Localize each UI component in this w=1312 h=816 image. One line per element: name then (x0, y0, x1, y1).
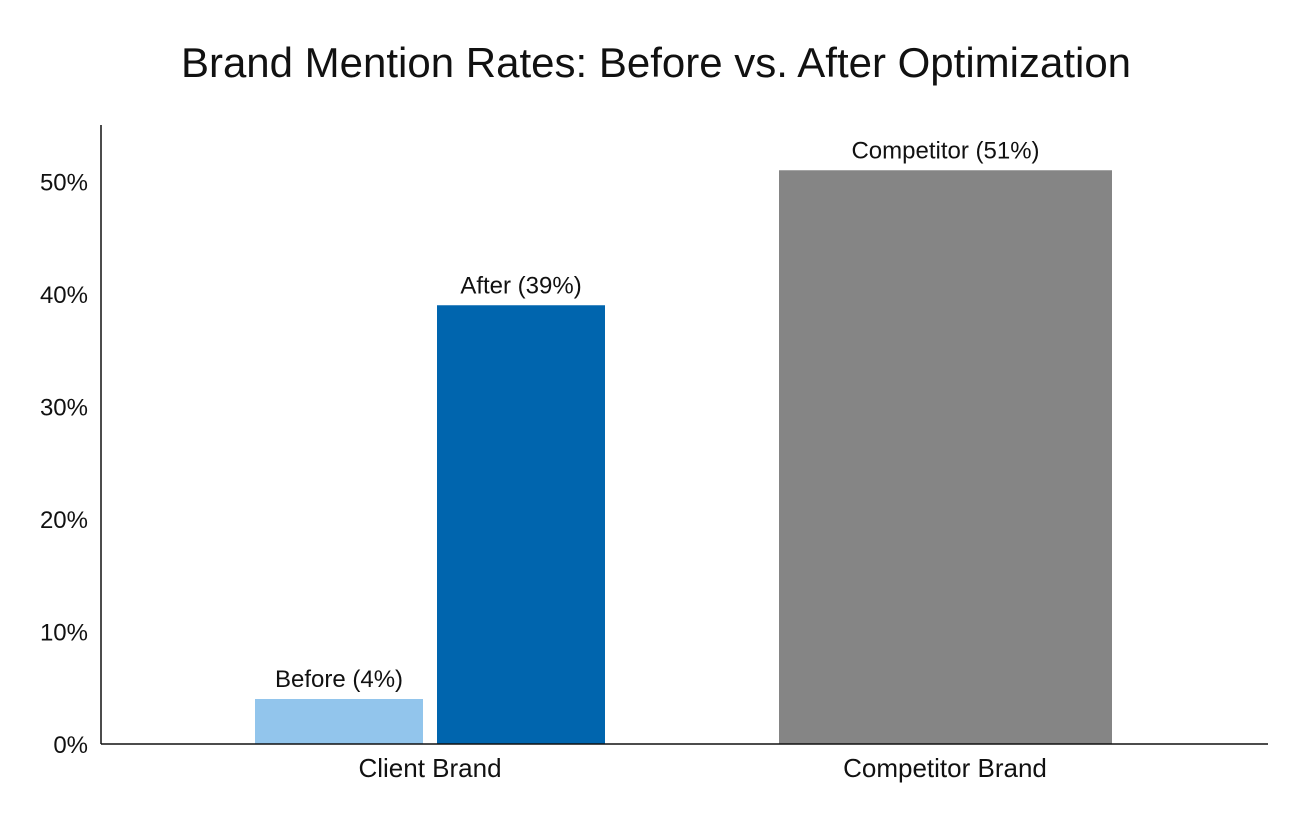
bar-value-label: Competitor (51%) (851, 137, 1039, 164)
bar (255, 699, 423, 744)
bar (437, 305, 605, 744)
y-tick-label: 10% (40, 620, 88, 647)
category-labels: Client Brand Competitor Brand (358, 753, 1046, 783)
bar-value-label: Before (4%) (275, 666, 403, 693)
y-tick-label: 30% (40, 395, 88, 422)
bar-labels: Before (4%) After (39%) Competitor (51%) (275, 137, 1040, 693)
y-tick-label: 0% (53, 732, 88, 759)
x-category-label: Competitor Brand (843, 753, 1047, 783)
x-category-label: Client Brand (358, 753, 501, 783)
bar-value-label: After (39%) (460, 272, 581, 299)
chart-title: Brand Mention Rates: Before vs. After Op… (180, 39, 1132, 86)
y-tick-label: 50% (40, 170, 88, 197)
y-tick-label: 40% (40, 282, 88, 309)
bars (255, 170, 1112, 744)
y-axis-ticks: 0% 10% 20% 30% 40% 50% (40, 170, 88, 760)
bar (779, 170, 1112, 744)
y-tick-label: 20% (40, 507, 88, 534)
